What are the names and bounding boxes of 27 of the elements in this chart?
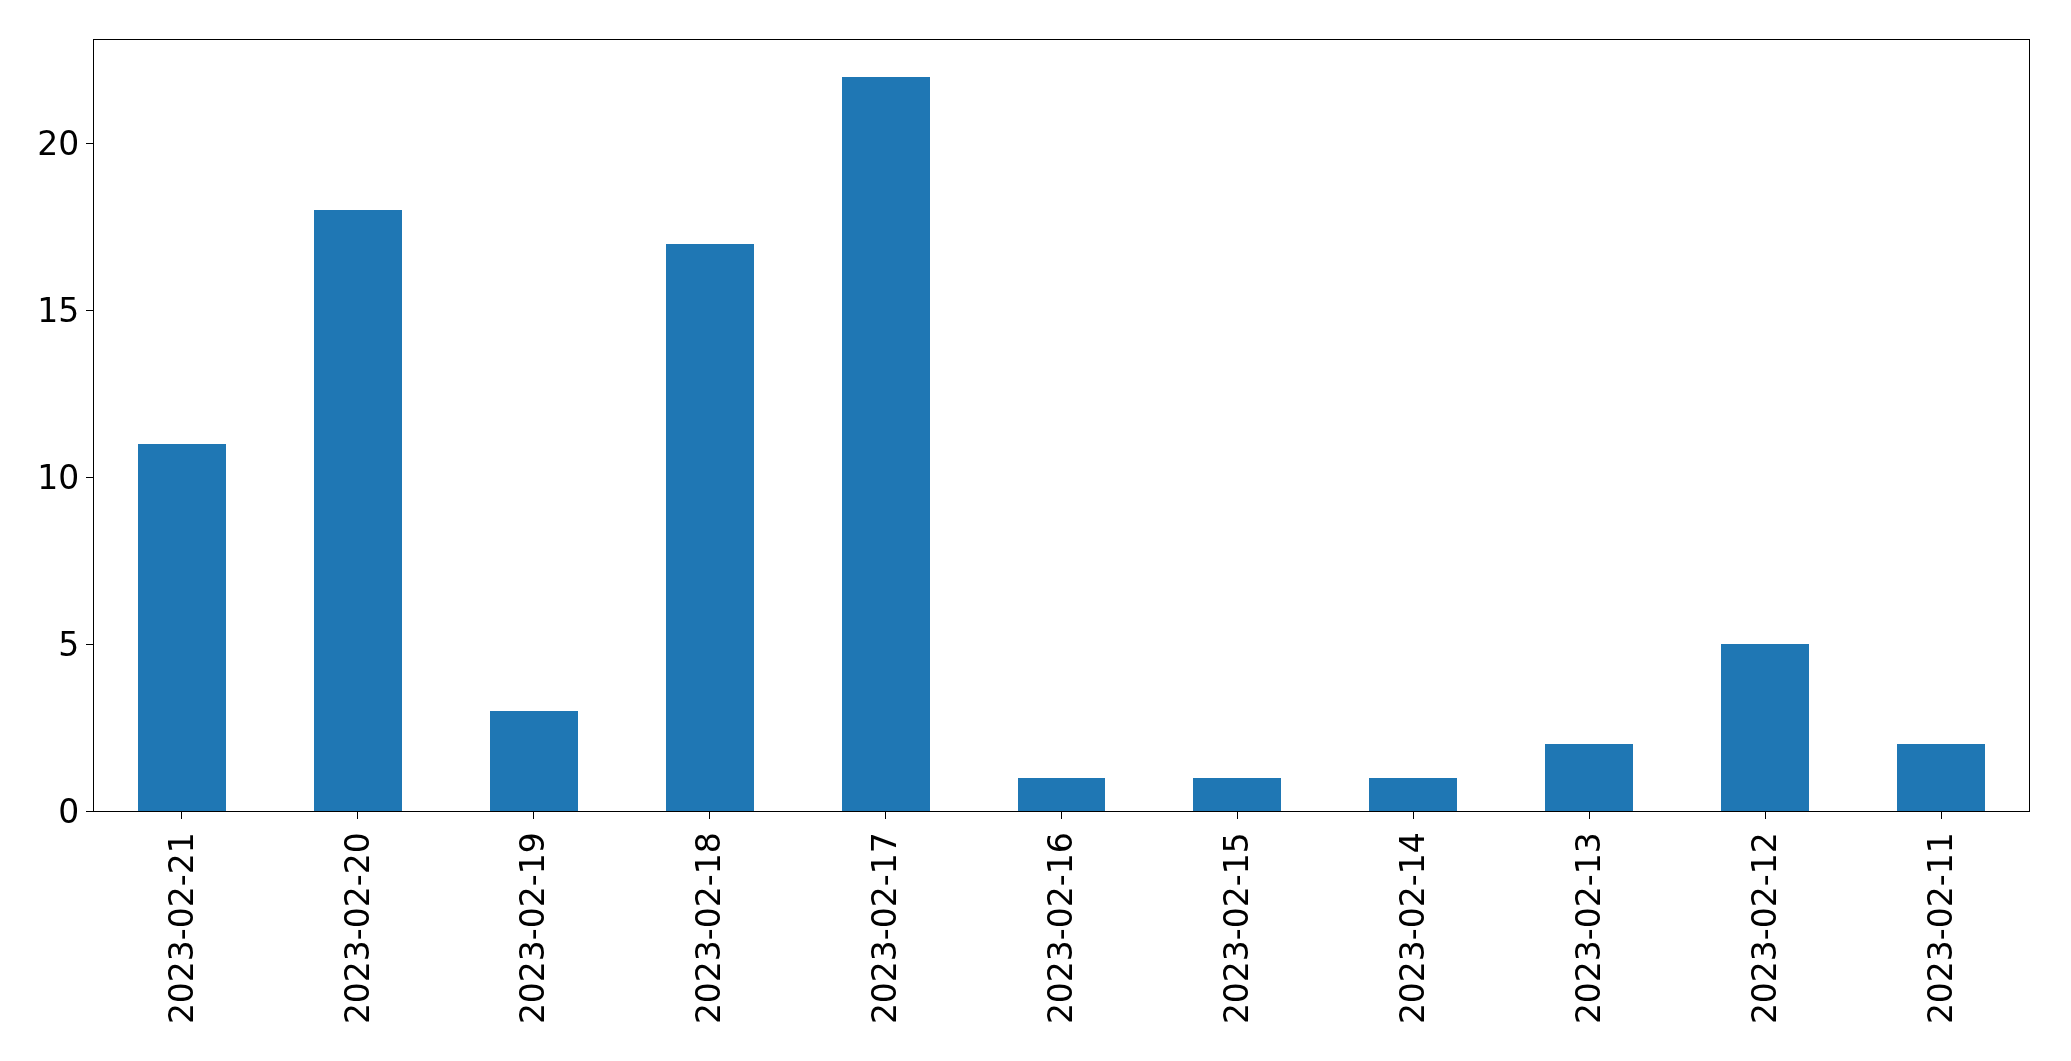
bar [1897,744,1985,811]
y-tick-label: 15 [37,290,80,330]
bar [490,711,578,811]
x-tick-label: 2023-02-18 [689,832,729,1025]
bar [666,244,754,811]
bar [1193,778,1281,811]
x-tick-label: 2023-02-15 [1217,832,1257,1025]
bar [842,77,930,811]
bar [1545,744,1633,811]
bar [138,444,226,811]
y-tick-label: 10 [37,457,80,497]
x-tick-label: 2023-02-21 [161,832,201,1025]
x-tick-label: 2023-02-14 [1393,832,1433,1025]
bar [1018,778,1105,811]
x-tick-label: 2023-02-13 [1568,832,1608,1025]
y-tick-label: 0 [58,791,80,831]
bar [1721,644,1809,811]
bar [314,210,402,811]
x-tick-label: 2023-02-17 [865,832,905,1025]
y-tick-label: 20 [37,124,80,164]
y-tick-label: 5 [58,624,80,664]
x-tick-label: 2023-02-16 [1041,832,1081,1025]
x-tick-label: 2023-02-20 [337,832,377,1025]
x-tick-label: 2023-02-12 [1744,832,1784,1025]
x-tick-label: 2023-02-11 [1920,832,1960,1025]
bar [1369,778,1457,811]
x-tick-label: 2023-02-19 [513,832,553,1025]
